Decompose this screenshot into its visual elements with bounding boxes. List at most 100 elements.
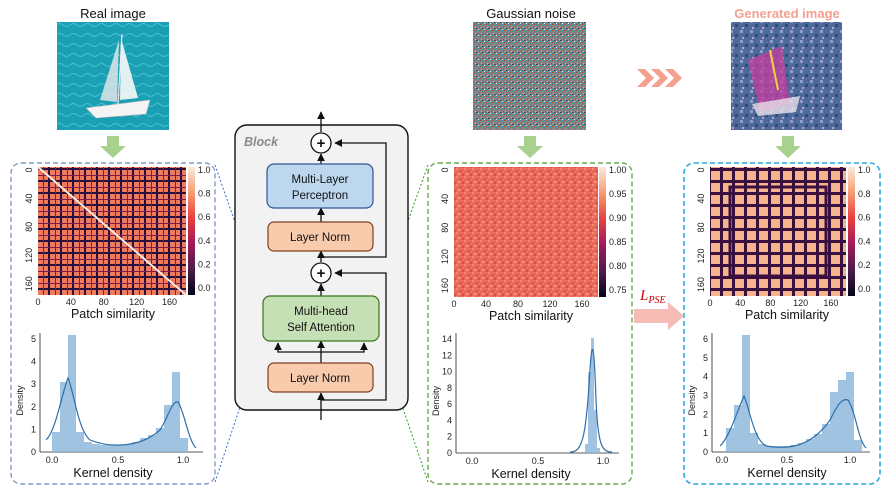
- connector-line: [377, 164, 429, 306]
- heatmap-x-tick: 40: [735, 298, 745, 308]
- title-gaussian-noise: Gaussian noise: [486, 6, 576, 21]
- layer-norm-bottom-box: [267, 362, 374, 393]
- heatmap-caption: Patch similarity: [745, 308, 830, 322]
- gaussian-noise-image: [473, 22, 586, 130]
- kde-x-tick: 1.0: [844, 455, 857, 465]
- colorbar: [188, 167, 195, 295]
- colorbar-tick: 1.00: [609, 165, 627, 175]
- layer-norm-top-label: Layer Norm: [290, 232, 350, 244]
- mlp-label-line1: Multi-Layer: [292, 174, 349, 186]
- kde-y-tick: 14: [442, 334, 452, 344]
- kde-y-tick: 2: [703, 409, 708, 419]
- kde-y-tick: 1: [31, 424, 36, 434]
- kde-y-label: Density: [431, 385, 441, 416]
- kde-y-label: Density: [15, 385, 25, 416]
- connector-line: [214, 164, 265, 306]
- heatmap-y-tick: 160: [24, 276, 34, 291]
- kde-y-tick: 3: [31, 379, 36, 389]
- title-generated-image: Generated image: [734, 6, 840, 21]
- heatmap-x-tick: 80: [513, 299, 523, 309]
- colorbar-tick: 0.0: [198, 283, 211, 293]
- kde-x-tick: 1.0: [177, 455, 190, 465]
- kde-x-tick: 0.0: [716, 455, 729, 465]
- colorbar-tick: 0.8: [858, 189, 871, 199]
- kde-y-tick: 3: [703, 391, 708, 401]
- kde-y-tick: 6: [703, 334, 708, 344]
- heatmap-x-tick: 0: [451, 299, 456, 309]
- colorbar-tick: 0.2: [198, 259, 211, 269]
- kde-y-tick: 4: [447, 415, 452, 425]
- kde-x-tick: 0.5: [532, 456, 545, 466]
- kde-caption: Kernel density: [747, 466, 827, 480]
- mhsa-label-line2: Self Attention: [287, 322, 355, 334]
- heatmap-x-tick: 0: [707, 298, 712, 308]
- down-arrow-icon: [775, 136, 801, 158]
- kde-y-tick: 1: [703, 428, 708, 438]
- loss-symbol: L: [639, 288, 648, 304]
- kde-y-tick: 2: [31, 402, 36, 412]
- residual-arrow: [321, 269, 387, 401]
- mlp-box: [266, 163, 374, 209]
- heatmap-y-tick: 80: [696, 222, 706, 232]
- heatmap-y-tick: 40: [440, 194, 450, 204]
- heatmap-generated: [710, 167, 846, 296]
- kde-x-tick: 0.5: [781, 455, 794, 465]
- colorbar-tick: 0.75: [609, 285, 627, 295]
- heatmap-y-tick: 0: [24, 167, 34, 172]
- arrow: [321, 342, 368, 353]
- colorbar-tick: 0.4: [858, 236, 871, 246]
- kde-y-tick: 5: [31, 334, 36, 344]
- kde-y-tick: 8: [447, 383, 452, 393]
- add-symbol: +: [317, 265, 326, 282]
- title-real-image: Real image: [80, 6, 146, 21]
- colorbar-tick: 0.80: [609, 261, 627, 271]
- heatmap-x-tick: 80: [99, 297, 109, 307]
- kde-y-tick: 12: [442, 350, 452, 360]
- residual-arrow: [321, 139, 387, 258]
- kde-y-tick: 0: [447, 448, 452, 458]
- colorbar-tick: 0.85: [609, 237, 627, 247]
- colorbar: [848, 167, 855, 296]
- loss-arrow-icon: [634, 302, 684, 330]
- layer-norm-bottom-label: Layer Norm: [290, 373, 350, 385]
- heatmap-y-tick: 160: [696, 277, 706, 292]
- heatmap-x-tick: 80: [765, 298, 775, 308]
- heatmap-y-tick: 80: [440, 223, 450, 233]
- mhsa-label-line1: Multi-head: [294, 306, 348, 318]
- mlp-label-line2: Perceptron: [292, 190, 348, 202]
- heatmap-caption: Patch similarity: [489, 309, 574, 323]
- heatmap-x-tick: 0: [35, 297, 40, 307]
- add-node-icon: [310, 262, 332, 284]
- heatmap-x-tick: 120: [542, 299, 557, 309]
- heatmap-y-tick: 120: [24, 248, 34, 263]
- colorbar-tick: 0.2: [858, 260, 871, 270]
- block-title: Block: [244, 135, 279, 149]
- forward-chevrons-icon: [637, 69, 682, 87]
- heatmap-x-tick: 160: [823, 298, 838, 308]
- kde-y-tick: 10: [442, 367, 452, 377]
- heatmap-noise: [454, 167, 598, 297]
- kde-y-tick: 0: [31, 447, 36, 457]
- loss-subscript: PSE: [647, 295, 665, 306]
- add-node-icon: [310, 132, 332, 154]
- heatmap-x-tick: 160: [162, 297, 177, 307]
- add-symbol: +: [317, 135, 326, 152]
- heatmap-y-tick: 40: [696, 194, 706, 204]
- colorbar-tick: 1.0: [858, 165, 871, 175]
- colorbar-tick: 1.0: [198, 165, 211, 175]
- kde-x-tick: 0.0: [46, 455, 59, 465]
- down-arrow-icon: [100, 136, 126, 158]
- kde-y-tick: 2: [447, 432, 452, 442]
- colorbar: [599, 167, 606, 297]
- kde-caption: Kernel density: [491, 467, 571, 481]
- heatmap-x-tick: 120: [793, 298, 808, 308]
- heatmap-y-tick: 0: [696, 167, 706, 172]
- kde-x-tick: 1.0: [597, 456, 610, 466]
- layer-norm-top-box: [267, 221, 374, 252]
- generated-image: [731, 22, 842, 130]
- heatmap-y-tick: 80: [24, 222, 34, 232]
- kde-y-tick: 4: [703, 372, 708, 382]
- heatmap-x-tick: 40: [66, 297, 76, 307]
- kde-y-tick: 0: [703, 447, 708, 457]
